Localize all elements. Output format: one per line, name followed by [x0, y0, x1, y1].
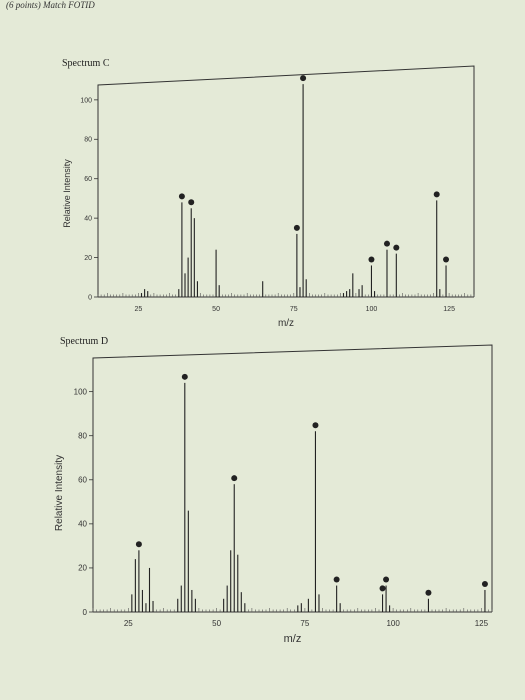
spectrum-c-chart: 25 50 75 100 125 0 20 40 60 80 100 m/z Relative Inte… — [62, 65, 475, 329]
spectrum-c-peak-marker — [293, 224, 300, 231]
spectrum-c-y-tick-label: 60 — [84, 176, 92, 183]
spectrum-d-peak-marker — [481, 580, 488, 587]
spectrum-d-y-tick-label: 0 — [83, 608, 88, 617]
spectrum-d-peak-marker — [333, 576, 340, 583]
spectrum-c-title: Spectrum C — [62, 58, 110, 69]
spectrum-c-peak-marker — [188, 199, 195, 206]
spectrum-c-y-tick-label: 40 — [84, 216, 92, 223]
spectrum-d-y-tick-label: 40 — [78, 520, 87, 529]
spectrum-d-chart: 25 50 75 100 125 0 20 40 60 80 100 m/z Relative Inte… — [54, 344, 493, 645]
spectrum-c-x-tick-label: 100 — [366, 306, 378, 313]
spectrum-d-y-tick-label: 100 — [74, 387, 88, 396]
spectrum-d-peak-marker — [383, 576, 390, 583]
spectrum-c-plot-frame — [97, 65, 475, 297]
spectrum-c-x-minor-ticks — [97, 293, 475, 297]
question-header: (6 points) Match FOTID — [6, 0, 95, 10]
spectrum-c-peak-marker — [393, 244, 400, 251]
spectrum-c-peak-marker — [433, 191, 440, 198]
spectrum-c-y-tick-label: 20 — [84, 255, 92, 262]
spectrum-d-title: Spectrum D — [60, 336, 109, 347]
spectrum-c-y-axis-title: Relative Intensity — [62, 159, 72, 228]
spectrum-d-x-tick-label: 25 — [124, 619, 133, 628]
spectrum-c-x-tick-label: 75 — [290, 306, 298, 313]
spectrum-c-y-tick-label: 0 — [88, 294, 92, 301]
spectrum-c-y-tick-label: 80 — [84, 137, 92, 144]
spectrum-d-peak-marker — [379, 585, 386, 592]
spectrum-c-peak-marker — [300, 75, 307, 82]
spectrum-d-x-tick-label: 100 — [386, 619, 400, 628]
spectrum-d-x-tick-label: 50 — [212, 619, 221, 628]
spectrum-d-y-tick-label: 60 — [78, 476, 87, 485]
spectrum-c-peak-marker — [368, 256, 375, 263]
spectrum-d-peak-marker — [231, 475, 238, 482]
spectrum-d-x-axis-title: m/z — [284, 633, 302, 645]
spectrum-c-y-tick-label: 100 — [80, 97, 92, 104]
spectrum-d-peak-marker — [312, 422, 319, 429]
spectrum-d-x-tick-label: 125 — [475, 619, 489, 628]
spectrum-d-peak-marker — [181, 373, 188, 380]
spectrum-c-x-axis-title: m/z — [278, 318, 294, 329]
spectrum-c-peak-marker — [383, 240, 390, 247]
spectrum-d-x-tick-label: 75 — [300, 619, 309, 628]
spectrum-d-y-tick-label: 80 — [78, 432, 87, 441]
spectrum-d-y-tick-label: 20 — [78, 564, 87, 573]
spectrum-d-peak-marker — [425, 589, 432, 596]
spectrum-c-x-tick-label: 50 — [212, 306, 220, 313]
spectrum-d-plot-frame — [92, 344, 493, 612]
spectrum-c-x-tick-label: 125 — [443, 306, 455, 313]
spectrum-c-peak-marker — [443, 256, 450, 263]
spectrum-c-peak-marker — [178, 193, 185, 200]
spectrum-d-y-axis-title: Relative Intensity — [54, 455, 65, 531]
spectrum-d-peak-marker — [135, 541, 142, 548]
spectrum-c-x-tick-label: 25 — [134, 306, 142, 313]
